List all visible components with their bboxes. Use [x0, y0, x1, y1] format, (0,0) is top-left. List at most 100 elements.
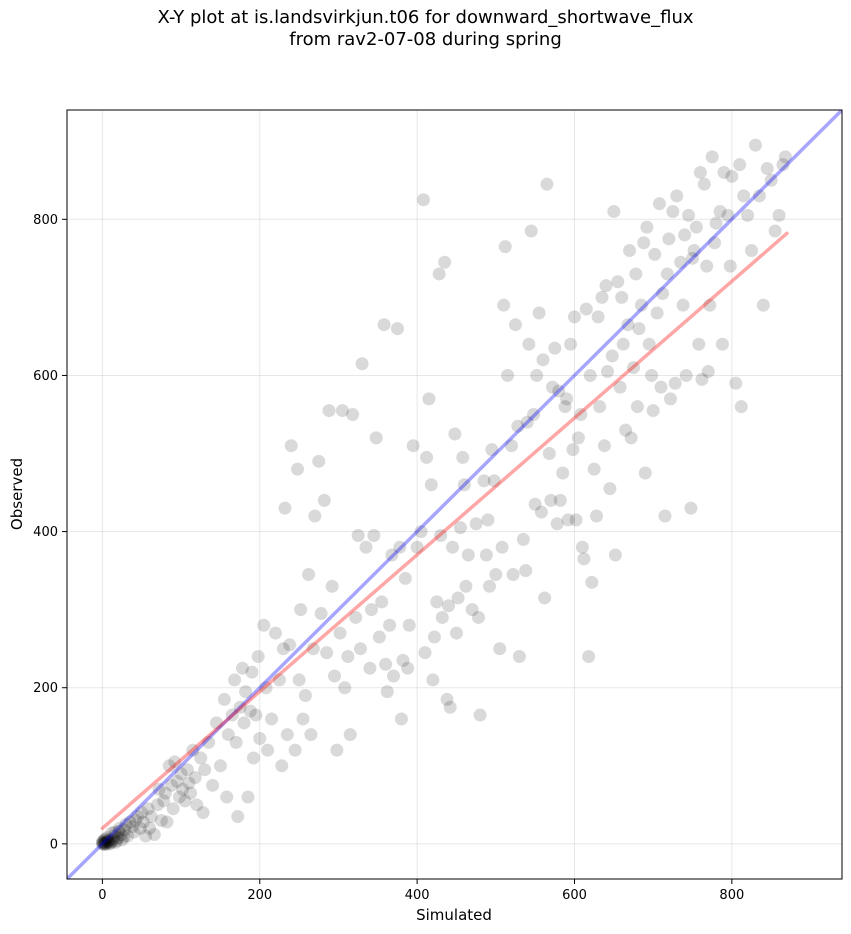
data-point	[144, 810, 158, 824]
x-axis-ticks: 0 200 400 600 800	[98, 879, 744, 903]
data-point	[106, 832, 120, 846]
data-point	[477, 474, 491, 488]
data-point	[632, 322, 646, 336]
data-point	[351, 528, 365, 542]
data-point	[147, 827, 161, 841]
data-point	[231, 810, 245, 824]
data-point	[317, 493, 331, 507]
data-point	[228, 673, 242, 687]
data-point	[582, 649, 596, 663]
data-point	[501, 368, 515, 382]
data-point	[190, 798, 204, 812]
data-point	[752, 189, 766, 203]
data-point	[335, 404, 349, 418]
data-point	[721, 208, 735, 222]
data-point	[338, 681, 352, 695]
data-point	[520, 415, 534, 429]
data-point	[469, 517, 483, 531]
data-point	[243, 704, 257, 718]
data-point	[173, 790, 187, 804]
data-point	[561, 513, 575, 527]
data-point	[341, 649, 355, 663]
data-point	[364, 603, 378, 617]
data-point	[383, 618, 397, 632]
data-point	[538, 591, 552, 605]
data-point	[359, 540, 373, 554]
data-point	[556, 466, 570, 480]
data-point	[379, 657, 393, 671]
data-point	[283, 638, 297, 652]
data-point	[485, 443, 499, 457]
data-point	[363, 661, 377, 675]
data-point	[768, 224, 782, 238]
data-point	[621, 318, 635, 332]
fit-lines	[67, 110, 842, 879]
data-point	[95, 835, 109, 849]
data-point	[325, 579, 339, 593]
data-point	[398, 571, 412, 585]
data-point	[387, 669, 401, 683]
plot-frame	[66, 109, 843, 880]
data-point	[158, 786, 172, 800]
data-point	[623, 244, 637, 258]
data-point	[511, 419, 525, 433]
data-point	[312, 454, 326, 468]
data-point	[98, 838, 112, 852]
data-point	[615, 290, 629, 304]
data-point	[117, 823, 131, 837]
data-point	[571, 431, 585, 445]
data-point	[229, 735, 243, 749]
data-point	[393, 540, 407, 554]
y-tick-label: 400	[33, 525, 58, 540]
data-point	[489, 568, 503, 582]
data-point	[451, 591, 465, 605]
data-point	[552, 384, 566, 398]
data-point	[772, 208, 786, 222]
data-point	[121, 829, 135, 843]
data-point	[233, 700, 247, 714]
data-point	[406, 439, 420, 453]
data-point	[196, 806, 210, 820]
data-point	[723, 259, 737, 273]
data-point	[497, 298, 511, 312]
data-point	[150, 798, 164, 812]
data-point	[184, 786, 198, 800]
data-point	[209, 716, 223, 730]
data-point	[96, 836, 110, 850]
data-point	[174, 767, 188, 781]
data-point	[298, 689, 312, 703]
data-point	[448, 427, 462, 441]
data-point	[202, 735, 216, 749]
x-tick-label: 800	[719, 888, 744, 903]
data-point	[275, 759, 289, 773]
identity-line	[67, 110, 842, 879]
data-point	[99, 837, 113, 851]
data-point	[676, 298, 690, 312]
data-point	[498, 240, 512, 254]
data-point	[461, 548, 475, 562]
data-point	[296, 712, 310, 726]
data-point	[670, 189, 684, 203]
data-point	[322, 404, 336, 418]
data-point	[705, 150, 719, 164]
data-point	[663, 392, 677, 406]
data-point	[495, 540, 509, 554]
data-point	[221, 728, 235, 742]
data-point	[422, 392, 436, 406]
data-point	[608, 548, 622, 562]
data-point	[634, 298, 648, 312]
data-point	[139, 829, 153, 843]
data-point	[481, 513, 495, 527]
data-point	[545, 380, 559, 394]
data-point	[110, 834, 124, 848]
regression-line	[100, 231, 789, 831]
data-point	[330, 743, 344, 757]
data-point	[658, 509, 672, 523]
data-point	[522, 337, 536, 351]
data-point	[516, 532, 530, 546]
data-point	[708, 236, 722, 250]
data-point	[100, 831, 114, 845]
data-point	[418, 646, 432, 660]
data-point	[682, 208, 696, 222]
data-point	[760, 162, 774, 176]
